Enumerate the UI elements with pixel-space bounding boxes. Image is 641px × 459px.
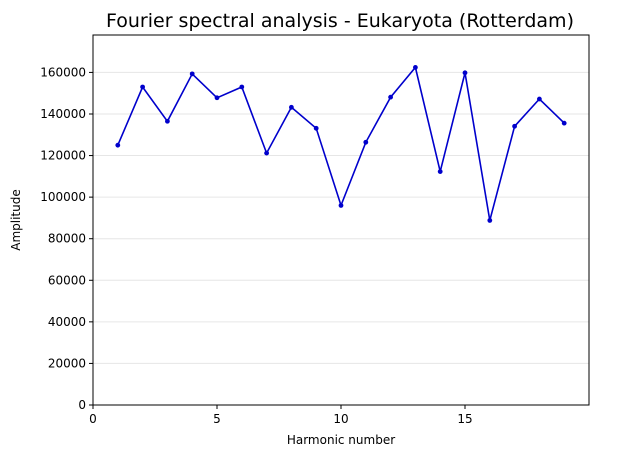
data-point <box>338 203 344 208</box>
plot-frame <box>92 34 590 406</box>
y-tick-label: 120000 <box>40 149 86 163</box>
y-tick-label: 100000 <box>40 190 86 204</box>
y-tick-label: 0 <box>78 398 86 412</box>
data-point <box>437 169 443 174</box>
grid <box>93 71 589 364</box>
data-point <box>512 123 517 129</box>
y-tick-label: 160000 <box>40 65 86 79</box>
series-points <box>115 65 567 223</box>
data-point <box>313 125 319 131</box>
data-point <box>115 142 121 148</box>
y-tick-label: 20000 <box>48 356 86 370</box>
chart-title: Fourier spectral analysis - Eukaryota (R… <box>106 10 574 32</box>
data-point <box>561 120 567 126</box>
y-tick-label: 40000 <box>48 315 86 329</box>
data-point <box>214 95 220 101</box>
data-point <box>413 65 418 70</box>
data-point <box>289 104 294 110</box>
data-point <box>239 84 245 90</box>
x-axis-label: Harmonic number <box>287 433 395 447</box>
x-tick-label: 0 <box>89 412 97 426</box>
data-point <box>189 71 195 77</box>
data-point <box>140 84 146 90</box>
data-point <box>537 96 542 102</box>
data-point <box>165 118 170 124</box>
x-tick-label: 10 <box>333 412 348 426</box>
y-axis: 0 20000 40000 60000 80000 100000 120000 140000 1… <box>40 65 93 412</box>
y-axis-label: Amplitude <box>9 189 23 251</box>
x-tick-label: 15 <box>457 412 472 426</box>
x-axis: 0 5 10 15 <box>89 405 473 426</box>
y-tick-label: 80000 <box>48 232 86 246</box>
data-point <box>264 150 269 156</box>
data-point <box>487 218 493 223</box>
x-tick-label: 5 <box>213 412 221 426</box>
y-tick-label: 60000 <box>48 273 86 287</box>
y-tick-label: 140000 <box>40 107 86 121</box>
data-point <box>462 70 468 76</box>
data-point <box>388 94 393 100</box>
data-point <box>363 139 369 145</box>
